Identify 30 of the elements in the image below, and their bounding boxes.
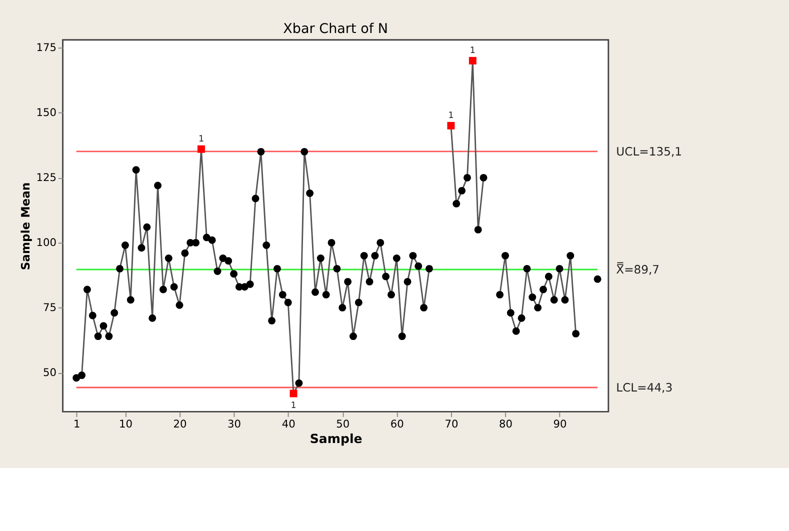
x-tick-label: 10 xyxy=(118,418,133,431)
annotation: 1 xyxy=(448,110,454,121)
point xyxy=(447,122,455,130)
x-tick-label: 30 xyxy=(228,418,242,431)
annotation: 1 xyxy=(198,134,204,144)
y-tick-label: 50 xyxy=(42,366,57,380)
x-tick-label: 80 xyxy=(498,418,513,431)
x-tick-label: 40 xyxy=(282,418,296,431)
x-tick-label: 50 xyxy=(336,418,350,431)
y-tick-label: 75 xyxy=(42,301,56,314)
annotation: 1 xyxy=(290,400,296,411)
point xyxy=(197,145,205,153)
y-tick-label: 125 xyxy=(36,171,56,184)
y-tick-label: 175 xyxy=(36,41,56,54)
x-tick-label: 70 xyxy=(444,418,458,431)
x-tick-label: 1 xyxy=(73,418,80,431)
ref-line-label: UCL=135,1 xyxy=(616,144,682,158)
y-tick-label: 150 xyxy=(36,106,57,120)
x-axis-title: Sample xyxy=(310,431,362,446)
point xyxy=(290,390,298,398)
x-tick-label: 20 xyxy=(173,418,187,431)
point xyxy=(468,56,476,64)
x-tick-label: 60 xyxy=(390,418,404,431)
ref-line-label: X̿=89,7 xyxy=(616,262,660,276)
chart-title: Xbar Chart of N xyxy=(283,21,388,38)
x-tick-label: 90 xyxy=(553,418,568,431)
y-tick-label: 100 xyxy=(36,236,57,250)
y-axis-title: Sample Mean xyxy=(18,182,32,270)
annotation: 1 xyxy=(470,46,476,56)
ref-line-label: LCL=44,3 xyxy=(616,380,673,394)
